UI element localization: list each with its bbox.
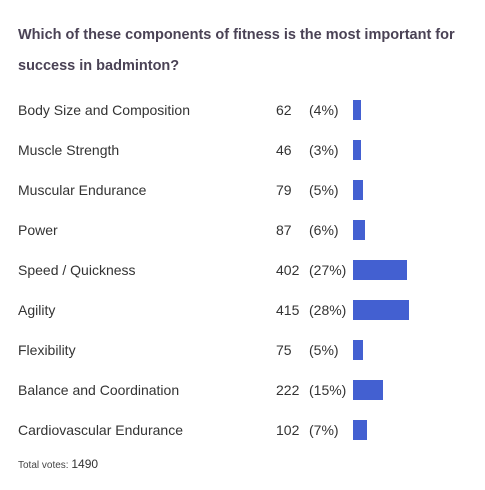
option-label: Flexibility [18,342,76,358]
option-votes: 415 [276,302,300,318]
option-bar-track [353,220,473,240]
option-label: Balance and Coordination [18,382,180,398]
option-votes: 79 [276,182,292,198]
option-label: Muscle Strength [18,142,120,158]
option-percent: (27%) [309,262,347,278]
option-label: Muscular Endurance [18,182,147,198]
total-votes: Total votes: 1490 [18,457,98,471]
option-votes: 62 [276,102,292,118]
option-bar [353,140,361,160]
option-votes: 46 [276,142,292,158]
option-percent: (5%) [309,182,339,198]
option-label: Speed / Quickness [18,262,136,278]
option-bar [353,380,383,400]
option-bar [353,260,407,280]
poll-option-muscle-strength: Muscle Strength 46 (3%) [18,138,480,178]
poll-option-power: Power 87 (6%) [18,218,480,258]
option-bar-track [353,180,473,200]
option-bar-track [353,140,473,160]
option-votes: 75 [276,342,292,358]
option-bar [353,100,361,120]
poll-option-flexibility: Flexibility 75 (5%) [18,338,480,378]
option-bar-track [353,260,473,280]
option-votes: 87 [276,222,292,238]
poll-option-cardiovascular-endurance: Cardiovascular Endurance 102 (7%) [18,418,480,458]
poll-option-body-size: Body Size and Composition 62 (4%) [18,98,480,138]
option-label: Agility [18,302,56,318]
option-bar-track [353,380,473,400]
option-bar [353,420,367,440]
option-votes: 102 [276,422,300,438]
poll-option-agility: Agility 415 (28%) [18,298,480,338]
option-bar [353,340,363,360]
option-label: Power [18,222,58,238]
poll-question: Which of these components of fitness is … [18,27,455,74]
poll-option-speed-quickness: Speed / Quickness 402 (27%) [18,258,480,298]
option-percent: (5%) [309,342,339,358]
option-bar [353,180,363,200]
total-votes-count: 1490 [71,457,99,471]
option-percent: (28%) [309,302,347,318]
option-bar [353,300,409,320]
option-percent: (6%) [309,222,339,238]
option-label: Body Size and Composition [18,102,190,118]
poll: Which of these components of fitness is … [18,20,480,458]
poll-option-balance-coordination: Balance and Coordination 222 (15%) [18,378,480,418]
option-label: Cardiovascular Endurance [18,422,183,438]
poll-options: Body Size and Composition 62 (4%) Muscle… [18,98,480,458]
option-votes: 222 [276,382,300,398]
option-percent: (15%) [309,382,347,398]
option-bar-track [353,340,473,360]
total-votes-label: Total votes: [18,460,69,471]
option-votes: 402 [276,262,300,278]
option-bar-track [353,420,473,440]
option-bar [353,220,365,240]
option-percent: (3%) [309,142,339,158]
option-bar-track [353,100,473,120]
option-bar-track [353,300,473,320]
option-percent: (7%) [309,422,339,438]
poll-option-muscular-endurance: Muscular Endurance 79 (5%) [18,178,480,218]
option-percent: (4%) [309,102,339,118]
